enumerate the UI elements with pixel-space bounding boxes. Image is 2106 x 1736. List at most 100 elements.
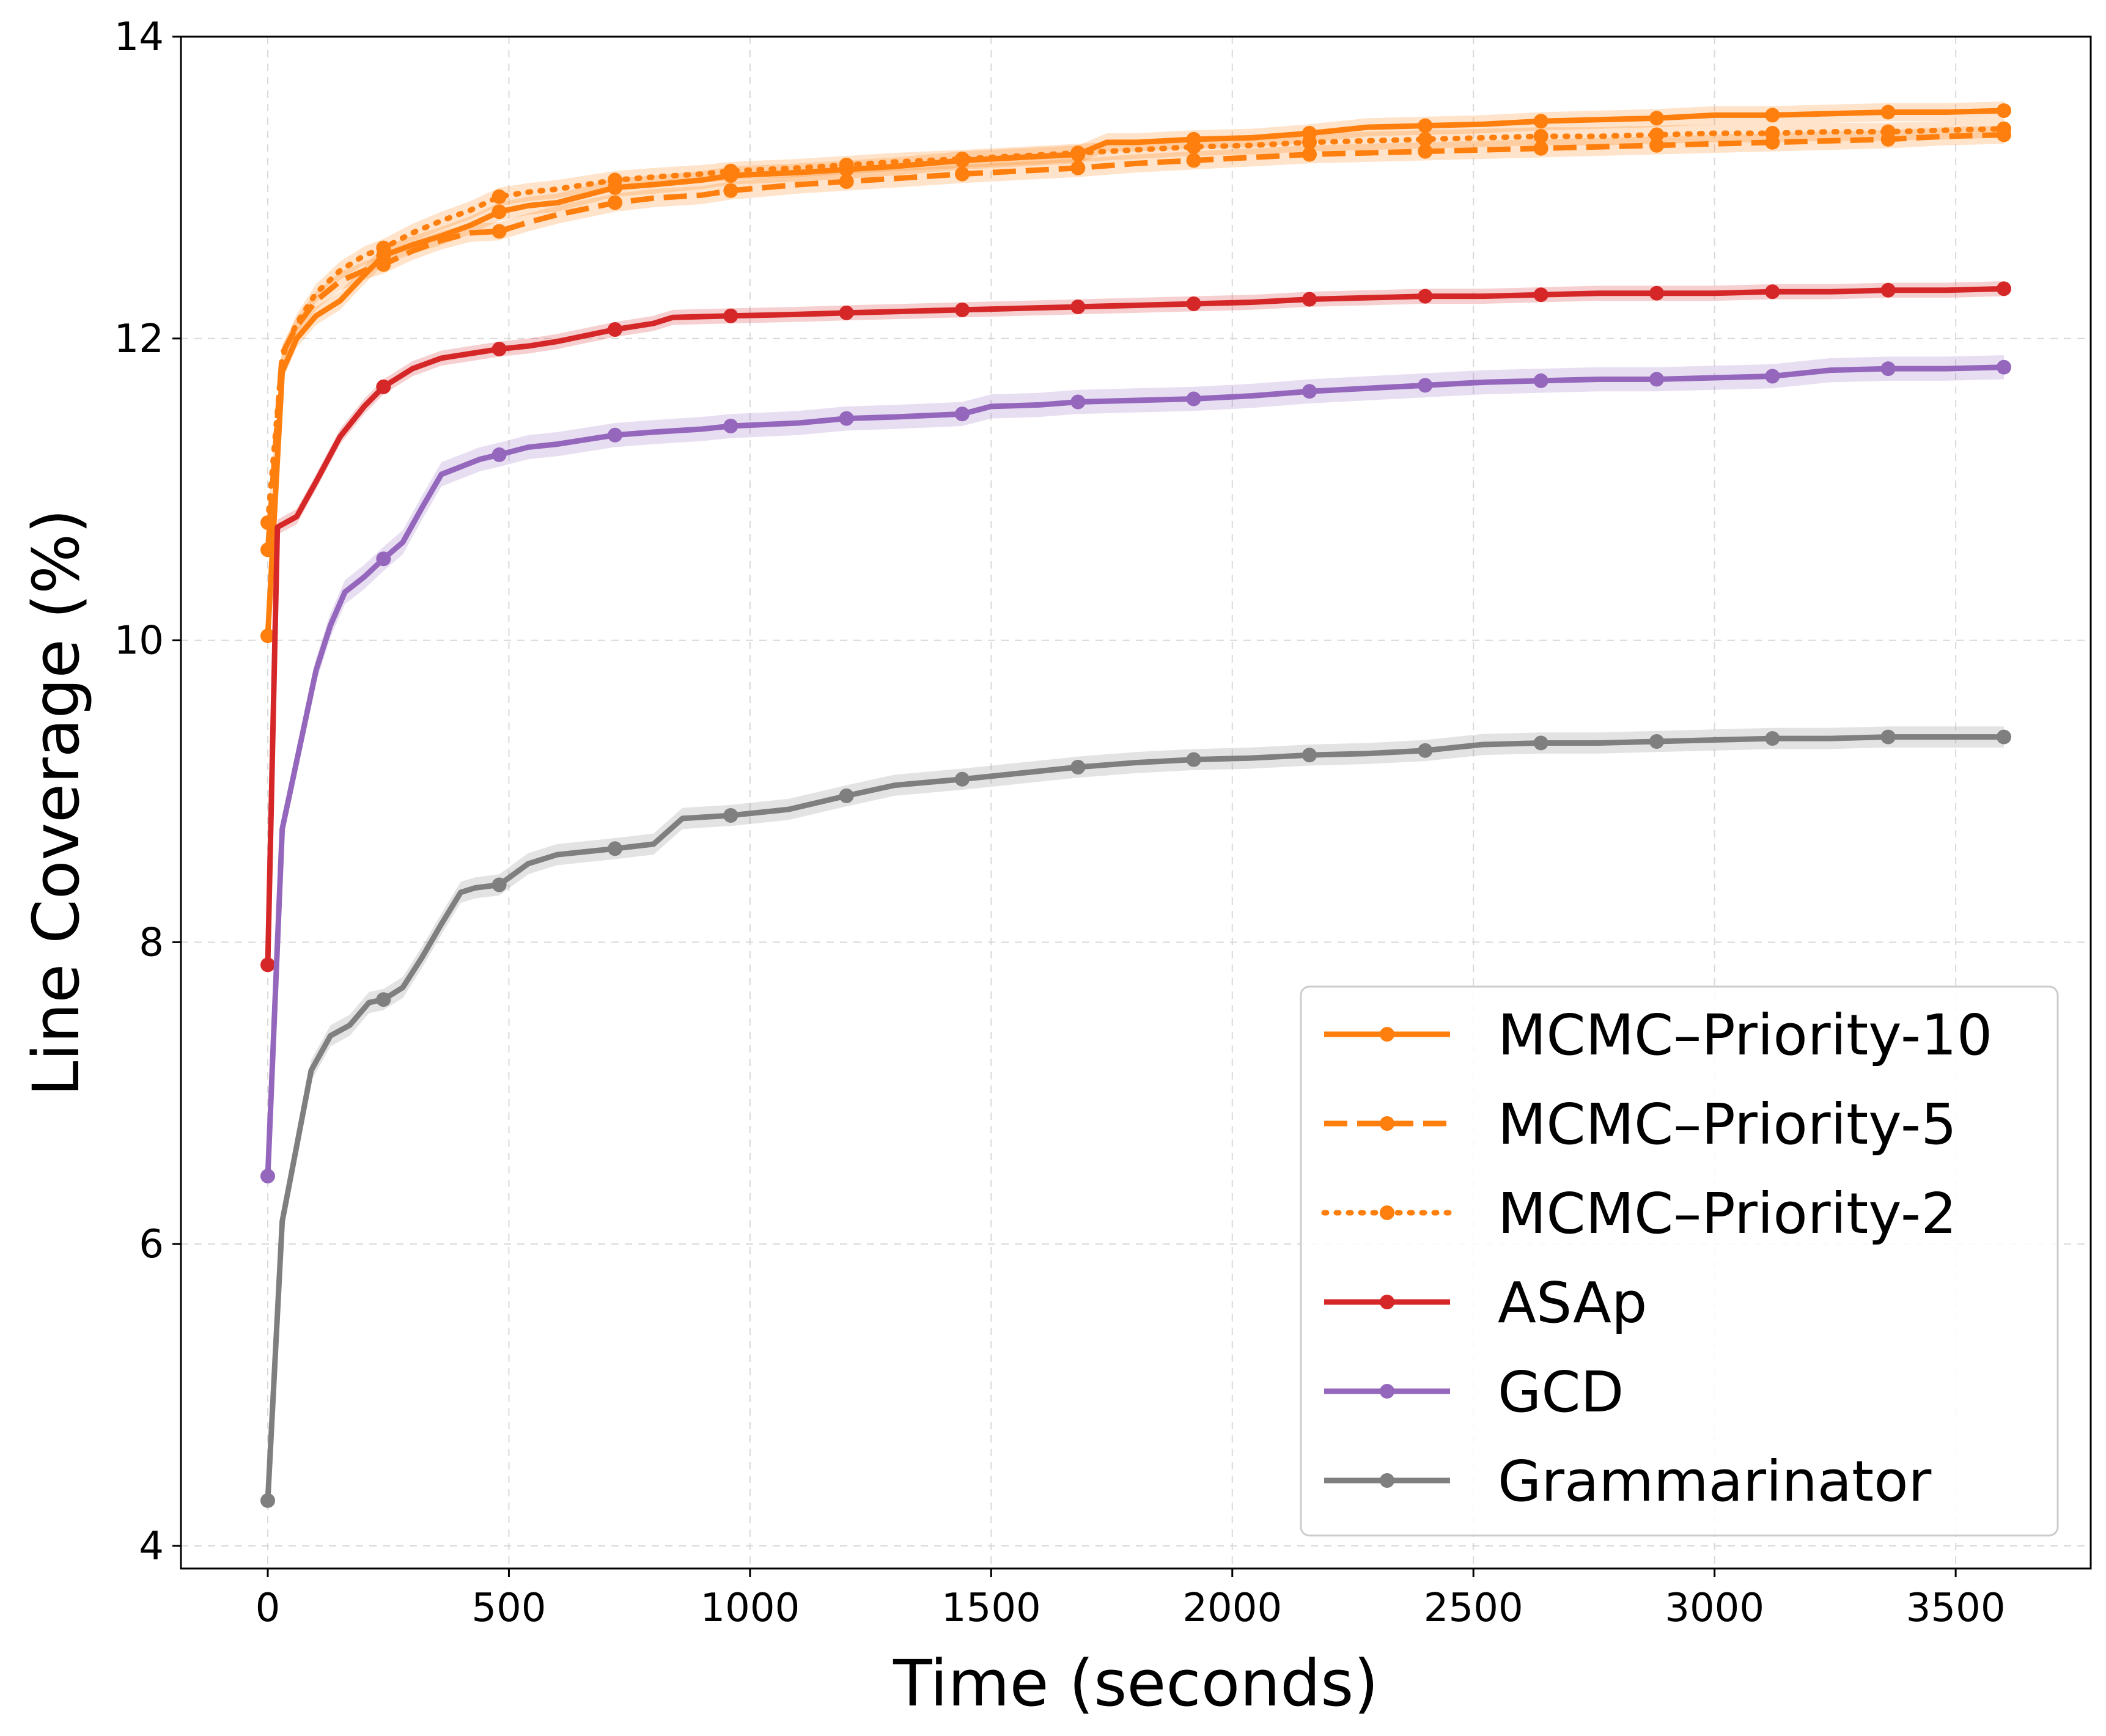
x-tick-label: 2000 <box>1182 1586 1282 1631</box>
mcmc-priority-10-point <box>1533 114 1548 129</box>
x-tick-label: 3000 <box>1665 1586 1764 1631</box>
mcmc-priority-2-point <box>376 240 391 256</box>
x-tick-label: 1000 <box>700 1586 800 1631</box>
x-tick-label: 1500 <box>941 1586 1041 1631</box>
y-tick-label: 8 <box>139 920 164 965</box>
mcmc-priority-5-point <box>955 166 970 182</box>
asap-point <box>1765 284 1780 300</box>
mcmc-priority-2-point <box>839 157 854 172</box>
asap-point <box>1302 292 1317 307</box>
legend-marker-asap <box>1380 1295 1394 1309</box>
grammarinator-point <box>260 1493 275 1508</box>
gcd-point <box>1997 359 2011 375</box>
grammarinator-point <box>1880 729 1896 745</box>
grammarinator-point <box>723 807 738 823</box>
grammarinator-point <box>608 841 622 856</box>
y-tick-label: 6 <box>139 1222 164 1267</box>
legend-marker-gcd <box>1380 1384 1394 1399</box>
gcd-point <box>1533 373 1548 388</box>
grammarinator-point <box>1302 748 1317 763</box>
mcmc-priority-10-point <box>1418 118 1433 133</box>
mcmc-priority-5-point <box>1186 153 1201 168</box>
grammarinator-point <box>1070 759 1086 774</box>
gcd-point <box>376 551 391 567</box>
asap-point <box>1649 285 1664 301</box>
axis-ticks: 0 500 1000 1500 2000 2500 3000 3500 4 6 8 10 12 14 <box>114 15 2006 1631</box>
mcmc-priority-2-line <box>265 126 2007 526</box>
mcmc-priority-5-point <box>608 195 622 210</box>
gcd-point <box>1186 391 1201 406</box>
mcmc-priority-2-point <box>1997 121 2011 136</box>
mcmc-priority-2-point <box>260 515 275 531</box>
mcmc-priority-10-point <box>1997 103 2011 118</box>
asap-point <box>1070 299 1086 314</box>
asap-point <box>1186 296 1201 312</box>
mcmc-priority-10-point <box>1765 108 1780 123</box>
gcd-point <box>1880 361 1896 377</box>
asap-point <box>1533 287 1548 303</box>
x-tick-label: 3500 <box>1906 1586 2006 1631</box>
grammarinator-point <box>839 788 854 803</box>
mcmc-priority-5-point <box>1302 147 1317 162</box>
y-tick-label: 14 <box>114 15 164 60</box>
mcmc-priority-5-line <box>265 131 2005 550</box>
mcmc-priority-2-point <box>1302 134 1317 150</box>
legend-marker-grammarinator <box>1380 1473 1394 1488</box>
gcd-point <box>1649 372 1664 387</box>
mcmc-priority-2-point <box>608 172 622 188</box>
mcmc-priority-5-point <box>1418 144 1433 159</box>
gcd-point <box>1302 384 1317 399</box>
mcmc-priority-5-point <box>1070 160 1086 175</box>
grammarinator-point <box>1997 729 2011 745</box>
asap-point <box>376 379 391 394</box>
mcmc-priority-2-band <box>268 119 2004 532</box>
y-tick-label: 12 <box>114 317 164 362</box>
gcd-point <box>260 1169 275 1184</box>
mcmc-priority-2-point <box>1765 126 1780 141</box>
mcmc-priority-5-point <box>376 257 391 272</box>
grammarinator-point <box>1186 752 1201 767</box>
asap-line <box>265 285 2005 965</box>
grammarinator-point <box>1533 735 1548 751</box>
mcmc-priority-2-point <box>1070 145 1086 161</box>
asap-point <box>260 957 275 973</box>
x-tick-label: 2500 <box>1424 1586 1523 1631</box>
asap-point <box>1997 281 2011 296</box>
legend-label-grammarinator: Grammarinator <box>1498 1449 1932 1514</box>
mcmc-priority-2-point <box>1186 139 1201 155</box>
y-tick-label: 10 <box>114 619 164 664</box>
plot-area-frame <box>180 35 2092 1570</box>
mcmc-priority-2-point <box>1649 127 1664 142</box>
mcmc-priority-10-point <box>260 628 275 644</box>
legend: MCMC–Priority-10 MCMC–Priority-5 MCMC–Prio… <box>1300 985 2059 1537</box>
legend-marker-mcmc-priority-2 <box>1380 1205 1394 1220</box>
mcmc-priority-5-point <box>723 183 738 198</box>
gcd-point <box>723 418 738 433</box>
legend-label-asap: ASAp <box>1498 1270 1647 1336</box>
mcmc-priority-2-point <box>1880 124 1896 139</box>
grammarinator-point <box>1418 743 1433 758</box>
y-tick-label: 4 <box>139 1524 164 1569</box>
gcd-point <box>839 411 854 426</box>
mcmc-priority-10-point <box>492 204 507 219</box>
legend-box <box>1300 985 2059 1537</box>
asap-point <box>608 322 622 337</box>
legend-marker-mcmc-priority-5 <box>1380 1116 1394 1131</box>
gcd-point <box>1418 378 1433 393</box>
mcmc-priority-2-point <box>492 189 507 204</box>
mcmc-priority-10-point <box>1880 105 1896 120</box>
legend-marker-mcmc-priority-10 <box>1380 1027 1394 1042</box>
gcd-point <box>608 427 622 443</box>
mcmc-priority-5-point <box>839 174 854 189</box>
asap-point <box>1418 289 1433 304</box>
asap-point <box>1880 282 1896 298</box>
gcd-point <box>955 406 970 422</box>
mcmc-priority-2-point <box>1533 128 1548 144</box>
grammarinator-point <box>955 771 970 787</box>
mcmc-priority-2-point <box>955 151 970 166</box>
mcmc-priority-5-point <box>260 542 275 557</box>
mcmc-priority-5-point <box>492 224 507 239</box>
asap-point <box>955 302 970 317</box>
grammarinator-point <box>492 877 507 892</box>
